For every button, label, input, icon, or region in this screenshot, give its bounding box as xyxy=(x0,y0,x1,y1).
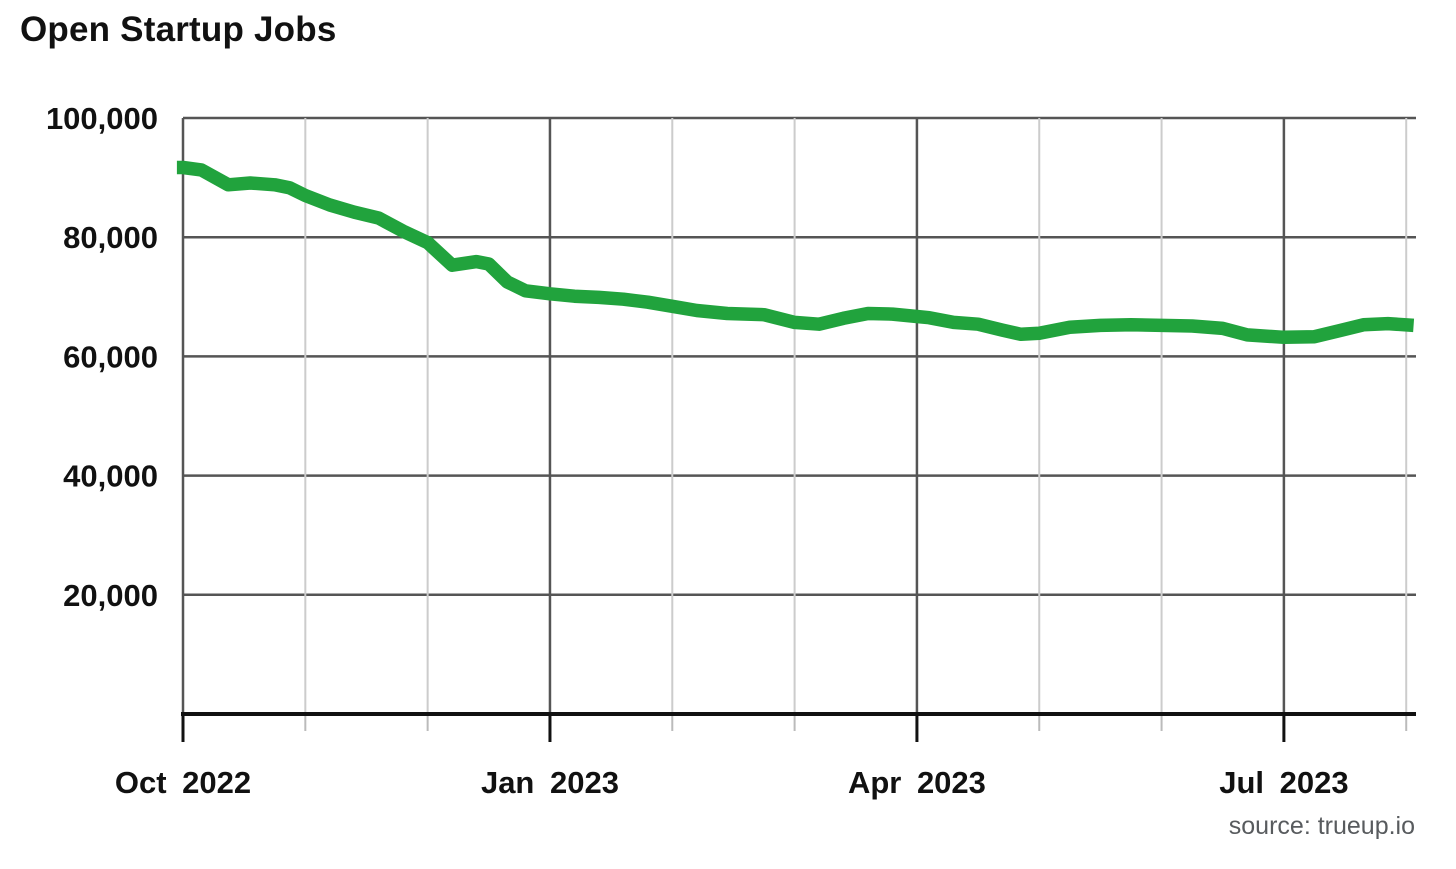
minor-vertical-gridlines xyxy=(304,118,1408,731)
x-axis-tick-label: Jul 2023 xyxy=(1219,765,1348,800)
x-axis-labels: Oct 2022 Jan 2023 Apr 2023 Jul 2023 xyxy=(115,765,1349,800)
jobs-trend-line xyxy=(176,160,1415,345)
horizontal-gridlines xyxy=(183,116,1416,597)
major-vertical-gridlines xyxy=(181,118,1286,742)
y-axis-tick-label: 60,000 xyxy=(63,339,158,374)
x-axis-tick-label: Jan 2023 xyxy=(481,765,619,800)
x-axis-tick-label: Apr 2023 xyxy=(848,765,986,800)
chart-title: Open Startup Jobs xyxy=(20,10,337,49)
y-axis-tick-label: 20,000 xyxy=(63,578,158,613)
y-axis-tick-label: 100,000 xyxy=(46,101,158,136)
y-axis-tick-label: 40,000 xyxy=(63,459,158,494)
y-axis-tick-label: 80,000 xyxy=(63,220,158,255)
source-attribution: source: trueup.io xyxy=(1228,812,1415,840)
y-axis-labels: 100,000 80,000 60,000 40,000 20,000 xyxy=(46,101,158,613)
x-axis-tick-label: Oct 2022 xyxy=(115,765,251,800)
